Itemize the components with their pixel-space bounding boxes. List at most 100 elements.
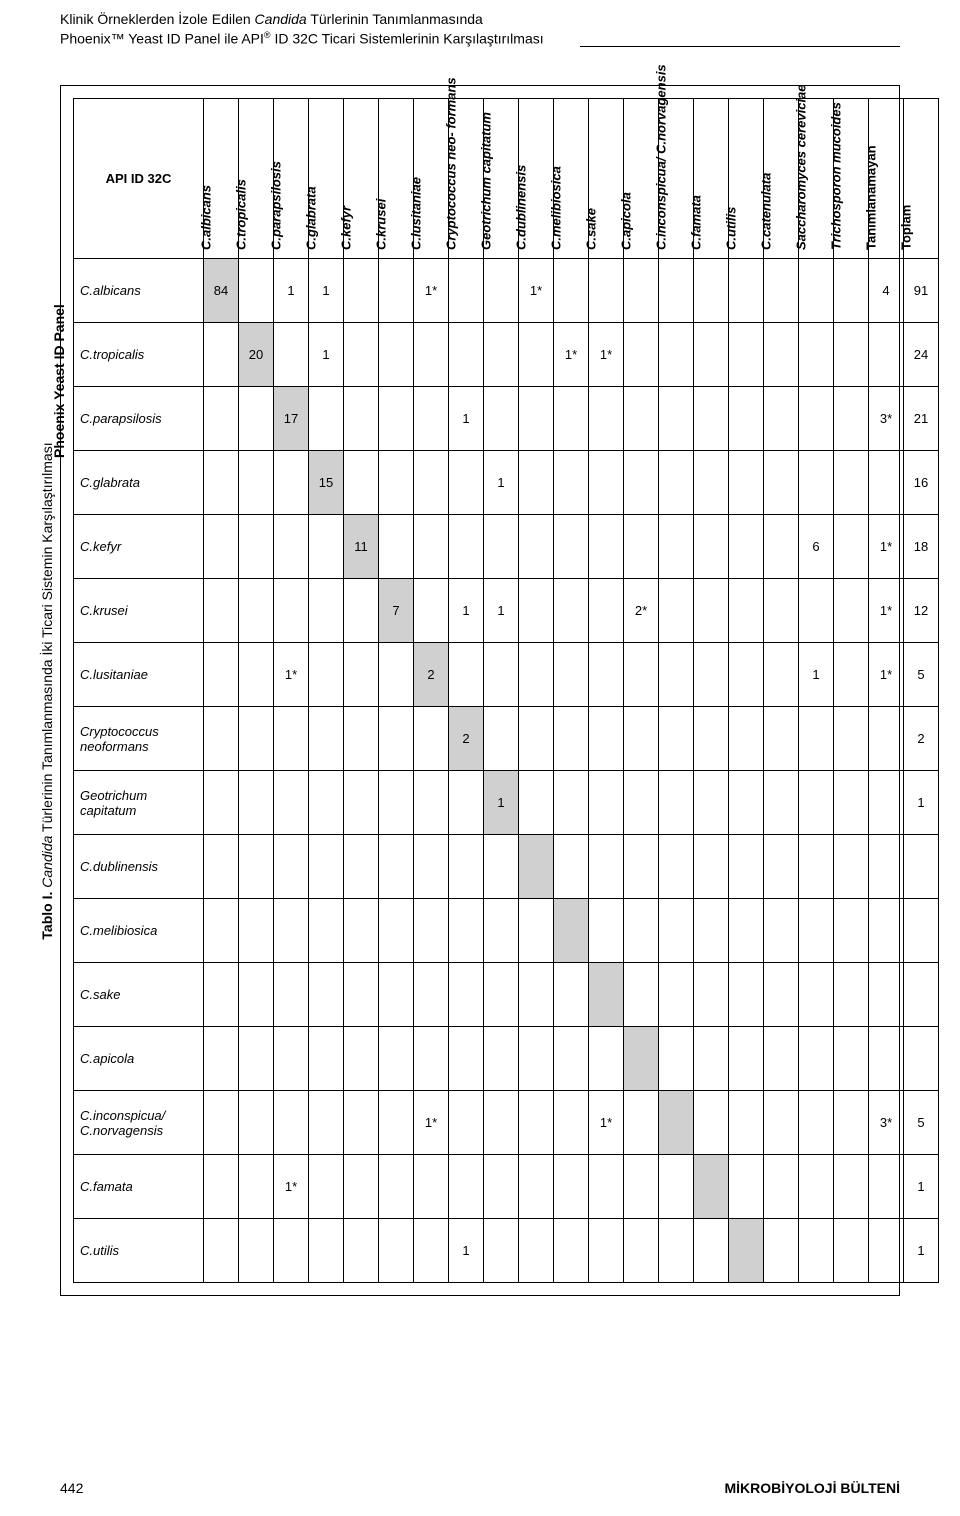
row-header-9: C.dublinensis [74, 835, 204, 899]
page-number: 442 [60, 1480, 83, 1496]
cell-14-11 [589, 1155, 624, 1219]
table-title-rest: Türlerinin Tanımlanmasında İki Ticari Si… [39, 442, 55, 835]
cell-3-16 [764, 451, 799, 515]
col-header-label-6: C.lusitaniae [409, 177, 424, 250]
cell-11-4 [344, 963, 379, 1027]
row-header-3: C.glabrata [74, 451, 204, 515]
cell-15-2 [274, 1219, 309, 1283]
cell-0-4 [344, 259, 379, 323]
cell-6-12 [624, 643, 659, 707]
cell-0-0: 84 [204, 259, 239, 323]
cell-13-2 [274, 1091, 309, 1155]
cell-11-9 [519, 963, 554, 1027]
cell-3-2 [274, 451, 309, 515]
table-row: Geotrichum capitatum11 [74, 771, 939, 835]
cell-10-0 [204, 899, 239, 963]
col-header-label-12: C.apicola [619, 192, 634, 250]
cell-15-4 [344, 1219, 379, 1283]
col-header-label-19: Tanımlanamayan [864, 145, 879, 250]
cell-6-5 [379, 643, 414, 707]
panel-title: Phoenix Yeast ID Panel [51, 304, 67, 458]
table-row: C.krusei7112*1*12 [74, 579, 939, 643]
row-header-1: C.tropicalis [74, 323, 204, 387]
col-header-label-15: C.utilis [724, 207, 739, 250]
cell-1-10: 1* [554, 323, 589, 387]
cell-15-0 [204, 1219, 239, 1283]
cell-5-16 [764, 579, 799, 643]
cell-9-0 [204, 835, 239, 899]
cell-13-15 [729, 1091, 764, 1155]
cell-6-15 [729, 643, 764, 707]
cell-10-13 [659, 899, 694, 963]
cell-11-15 [729, 963, 764, 1027]
cell-10-20 [904, 899, 939, 963]
cell-3-4 [344, 451, 379, 515]
table-row: C.melibiosica [74, 899, 939, 963]
cell-3-0 [204, 451, 239, 515]
cell-2-1 [239, 387, 274, 451]
cell-14-7 [449, 1155, 484, 1219]
cell-7-12 [624, 707, 659, 771]
cell-12-15 [729, 1027, 764, 1091]
header-text-1a: Klinik Örneklerden İzole Edilen [60, 11, 255, 27]
cell-2-2: 17 [274, 387, 309, 451]
cell-2-15 [729, 387, 764, 451]
cell-4-0 [204, 515, 239, 579]
cell-13-16 [764, 1091, 799, 1155]
header-rule [580, 46, 900, 47]
cell-6-10 [554, 643, 589, 707]
cell-14-4 [344, 1155, 379, 1219]
cell-5-8: 1 [484, 579, 519, 643]
table-row: Cryptococcus neoformans22 [74, 707, 939, 771]
cell-11-18 [834, 963, 869, 1027]
table-row: C.lusitaniae1*211*5 [74, 643, 939, 707]
cell-5-2 [274, 579, 309, 643]
cell-3-15 [729, 451, 764, 515]
cell-7-17 [799, 707, 834, 771]
cell-11-3 [309, 963, 344, 1027]
cell-9-7 [449, 835, 484, 899]
table-row: C.albicans84111*1*491 [74, 259, 939, 323]
cell-10-19 [869, 899, 904, 963]
cell-3-7 [449, 451, 484, 515]
row-header-6: C.lusitaniae [74, 643, 204, 707]
cell-6-19: 1* [869, 643, 904, 707]
cell-0-7 [449, 259, 484, 323]
cell-10-2 [274, 899, 309, 963]
cell-6-14 [694, 643, 729, 707]
cell-11-0 [204, 963, 239, 1027]
cell-11-17 [799, 963, 834, 1027]
cell-12-1 [239, 1027, 274, 1091]
col-header-label-18: Trichosporon mucoides [829, 102, 844, 250]
cell-7-1 [239, 707, 274, 771]
cell-5-17 [799, 579, 834, 643]
row-header-11: C.sake [74, 963, 204, 1027]
table-row: C.apicola [74, 1027, 939, 1091]
cell-9-12 [624, 835, 659, 899]
cell-3-6 [414, 451, 449, 515]
cell-1-11: 1* [589, 323, 624, 387]
cell-7-5 [379, 707, 414, 771]
cell-14-1 [239, 1155, 274, 1219]
cell-13-11: 1* [589, 1091, 624, 1155]
cell-4-18 [834, 515, 869, 579]
row-header-15: C.utilis [74, 1219, 204, 1283]
header-text-2a: Phoenix™ Yeast ID Panel ile API [60, 31, 264, 47]
cell-7-3 [309, 707, 344, 771]
cell-3-11 [589, 451, 624, 515]
cell-13-9 [519, 1091, 554, 1155]
cell-8-7 [449, 771, 484, 835]
cell-8-16 [764, 771, 799, 835]
cell-9-13 [659, 835, 694, 899]
cell-2-11 [589, 387, 624, 451]
cell-11-16 [764, 963, 799, 1027]
cell-12-2 [274, 1027, 309, 1091]
header-text-1c: Türlerinin Tanımlanmasında [307, 11, 483, 27]
cell-8-13 [659, 771, 694, 835]
cell-14-2: 1* [274, 1155, 309, 1219]
cell-9-20 [904, 835, 939, 899]
cell-7-11 [589, 707, 624, 771]
cell-3-17 [799, 451, 834, 515]
cell-5-0 [204, 579, 239, 643]
col-header-label-14: C.famata [689, 195, 704, 250]
